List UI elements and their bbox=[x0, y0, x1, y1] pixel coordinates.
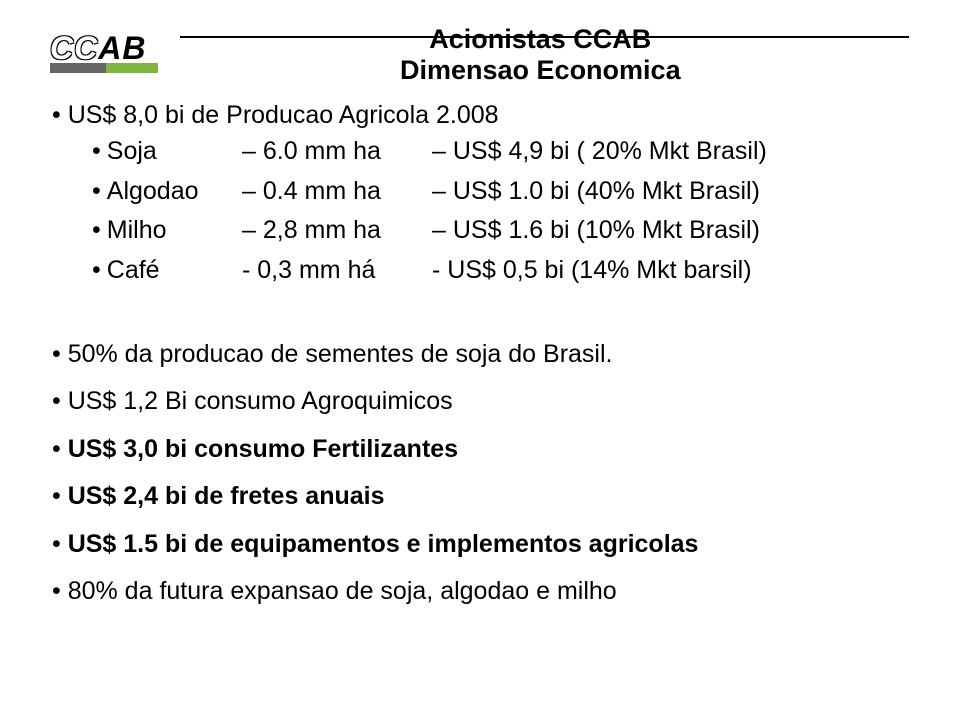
crop-row: Soja 6.0 mm ha US$ 4,9 bi ( 20% Mkt Bras… bbox=[92, 135, 909, 169]
bullet-item: US$ 2,4 bi de fretes anuais bbox=[52, 478, 909, 516]
bullet-item: 80% da futura expansao de soja, algodao … bbox=[52, 573, 909, 611]
ccab-logo: CCAB bbox=[50, 30, 158, 73]
title-line-2: Dimensao Economica bbox=[400, 55, 681, 86]
content-block-2: 50% da producao de sementes de soja do B… bbox=[52, 336, 909, 611]
bullet-item: US$ 1,2 Bi consumo Agroquimicos bbox=[52, 383, 909, 421]
title-line-1: Acionistas CCAB bbox=[400, 24, 681, 55]
headline: US$ 8,0 bi de Producao Agricola 2.008 So… bbox=[52, 99, 909, 288]
logo-text: CCAB bbox=[50, 30, 146, 67]
slide-title: Acionistas CCAB Dimensao Economica bbox=[400, 24, 681, 86]
bullet-item: 50% da producao de sementes de soja do B… bbox=[52, 336, 909, 374]
crop-row: Algodao 0.4 mm ha US$ 1.0 bi (40% Mkt Br… bbox=[92, 175, 909, 209]
content-block-1: US$ 8,0 bi de Producao Agricola 2.008 So… bbox=[52, 99, 909, 288]
crop-row: Café 0,3 mm há US$ 0,5 bi (14% Mkt barsi… bbox=[92, 254, 909, 288]
bullet-item: US$ 1.5 bi de equipamentos e implementos… bbox=[52, 526, 909, 564]
logo-bar bbox=[50, 63, 158, 73]
bullet-item: US$ 3,0 bi consumo Fertilizantes bbox=[52, 431, 909, 469]
crop-row: Milho 2,8 mm ha US$ 1.6 bi (10% Mkt Bras… bbox=[92, 214, 909, 248]
